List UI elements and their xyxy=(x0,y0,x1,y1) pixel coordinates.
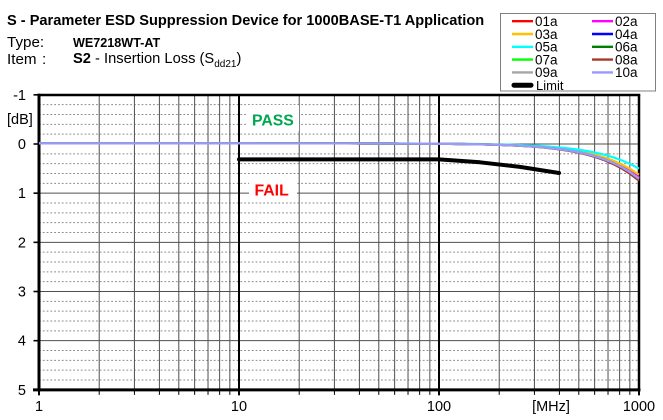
svg-text:1: 1 xyxy=(18,186,26,202)
svg-text:02a: 02a xyxy=(615,14,638,29)
svg-text:[dB]: [dB] xyxy=(7,112,33,128)
svg-text:03a: 03a xyxy=(535,27,558,42)
svg-text:06a: 06a xyxy=(615,40,638,55)
svg-text:4: 4 xyxy=(18,334,26,350)
svg-text:3: 3 xyxy=(18,285,26,301)
svg-text:[MHz]: [MHz] xyxy=(532,399,570,415)
svg-text:Limit: Limit xyxy=(536,78,564,93)
svg-text:-1: -1 xyxy=(13,88,26,104)
svg-text:0: 0 xyxy=(18,137,26,153)
svg-text:01a: 01a xyxy=(535,14,558,29)
svg-text:04a: 04a xyxy=(615,27,638,42)
svg-text:10a: 10a xyxy=(615,65,638,80)
svg-text:10: 10 xyxy=(231,399,247,415)
svg-text:1000: 1000 xyxy=(623,399,655,415)
svg-text:08a: 08a xyxy=(615,52,638,67)
svg-text:05a: 05a xyxy=(535,40,558,55)
svg-text:2: 2 xyxy=(18,235,26,251)
svg-text:07a: 07a xyxy=(535,52,558,67)
svg-text:09a: 09a xyxy=(535,65,558,80)
svg-text:FAIL: FAIL xyxy=(255,182,290,199)
svg-text:1: 1 xyxy=(35,399,43,415)
svg-text:100: 100 xyxy=(427,399,451,415)
svg-text:5: 5 xyxy=(18,383,26,399)
svg-text:PASS: PASS xyxy=(252,112,294,129)
